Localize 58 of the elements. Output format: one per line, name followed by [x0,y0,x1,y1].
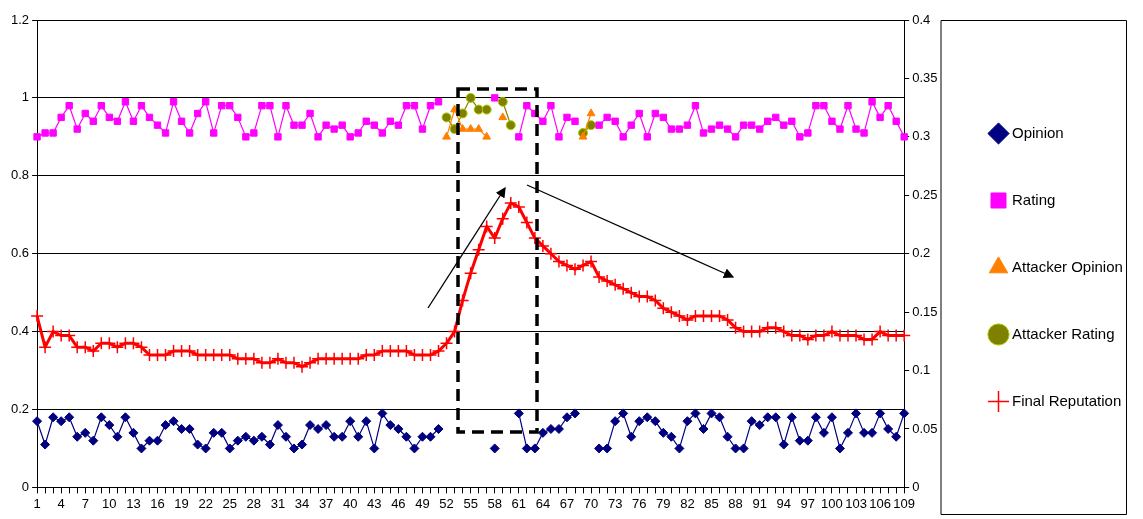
y2-tick-label: 0.15 [912,303,938,319]
legend-label: Attacker Rating [1012,324,1115,342]
y-tick-label: 0.4 [10,323,30,339]
x-tick-label: 109 [893,495,916,511]
x-tick-label: 82 [680,495,695,511]
y-tick-label: 1.2 [10,11,30,27]
x-tick-label: 61 [511,495,527,511]
y2-tick-label: 0.2 [912,245,931,261]
y2-tick-label: 0.35 [912,70,938,85]
x-tick-label: 91 [752,495,767,511]
y2-tick-label: 0.4 [912,11,931,27]
y2-tick-label: 0 [912,478,920,494]
x-tick-label: 22 [198,495,213,511]
x-tick-label: 76 [632,495,647,511]
y2-tick-label: 0.1 [912,362,931,378]
x-tick-label: 103 [845,495,867,511]
x-tick-label: 58 [487,495,502,511]
x-tick-label: 28 [246,495,262,511]
y-tick-label: 0.8 [10,167,30,183]
y-tick-label: 0 [21,478,30,494]
x-tick-label: 64 [535,495,551,511]
x-tick-label: 16 [150,495,165,511]
x-tick-label: 1 [33,495,41,511]
x-tick-label: 73 [607,495,623,511]
x-tick-label: 70 [583,495,599,511]
x-tick-label: 88 [728,495,743,511]
y2-tick-label: 0.05 [912,420,938,436]
x-tick-label: 13 [126,495,141,511]
x-tick-label: 25 [222,495,237,511]
x-tick-label: 40 [342,495,358,511]
legend-label: Rating [1012,190,1056,208]
legend-label: Attacker Opinion [1012,257,1123,275]
y-tick-label: 0.6 [10,245,30,261]
x-tick-label: 46 [391,495,406,511]
x-tick-label: 97 [800,495,816,511]
x-tick-label: 37 [318,495,334,511]
y-tick-label: 0.2 [10,401,30,417]
x-tick-label: 55 [463,495,478,511]
x-tick-label: 31 [270,495,286,511]
y2-tick-label: 0.3 [912,128,931,144]
x-tick-label: 19 [174,495,189,511]
x-tick-label: 106 [869,495,891,511]
x-tick-label: 49 [415,495,430,511]
x-tick-label: 7 [81,495,89,511]
y2-tick-label: 0.25 [912,186,938,202]
x-tick-label: 52 [439,495,454,511]
x-tick-label: 79 [656,495,671,511]
x-tick-label: 85 [704,495,719,511]
legend-label: Opinion [1012,123,1064,141]
x-tick-label: 34 [294,495,310,511]
x-tick-label: 10 [102,495,117,511]
x-tick-label: 100 [821,495,843,511]
x-tick-label: 43 [367,495,382,511]
legend-label: Final Reputation [1012,391,1122,409]
x-tick-label: 67 [559,495,575,511]
y-tick-label: 1 [21,89,30,105]
x-tick-label: 94 [776,495,791,511]
x-tick-label: 4 [57,495,65,511]
